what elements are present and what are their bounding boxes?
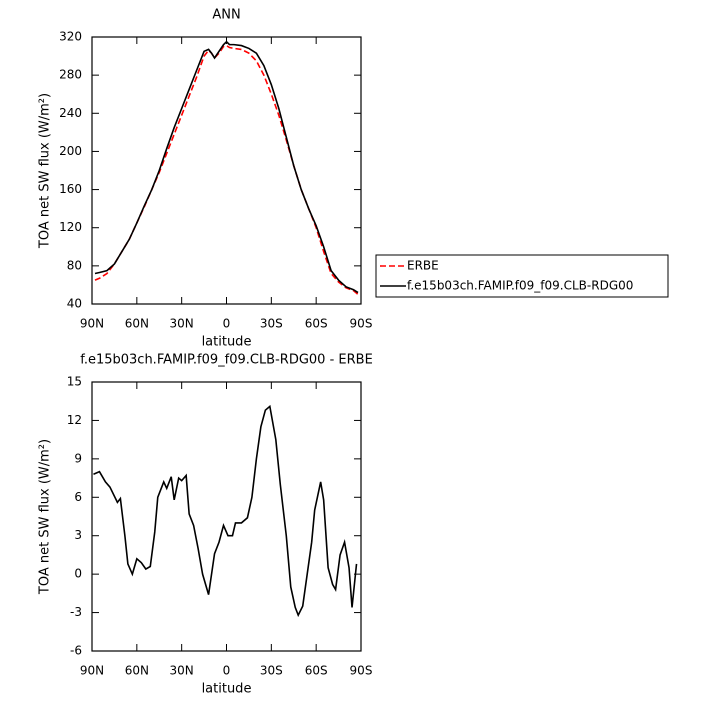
y-tick-label: -6 [70, 644, 82, 658]
legend-label: f.e15b03ch.FAMIP.f09_f09.CLB-RDG00 [407, 279, 633, 293]
x-tick-label: 60S [305, 317, 328, 331]
data-line [93, 404, 358, 618]
y-tick-label: 9 [74, 451, 82, 465]
x-tick-label: 90N [80, 317, 104, 331]
x-tick-label: 30S [260, 664, 283, 678]
y-tick-label: -3 [70, 605, 82, 619]
x-axis-label: latitude [202, 682, 252, 697]
y-axis-label: TOA net SW flux (W/m²) [38, 93, 53, 249]
y-tick-label: 12 [67, 413, 82, 427]
plot-frame [91, 36, 362, 305]
chart-title: ANN [212, 8, 240, 23]
y-tick-label: 15 [67, 375, 82, 389]
x-tick-label: 30N [170, 664, 194, 678]
x-tick-label: 30N [170, 317, 194, 331]
y-tick-label: 320 [59, 30, 82, 44]
y-tick-label: 240 [59, 106, 82, 120]
legend-box [375, 254, 669, 298]
y-tick-label: 80 [67, 258, 82, 272]
y-tick-label: 280 [59, 68, 82, 82]
x-tick-label: 90S [350, 664, 373, 678]
legend-label: ERBE [407, 259, 439, 273]
x-tick-label: 60N [125, 317, 149, 331]
y-tick-label: 120 [59, 220, 82, 234]
x-tick-label: 90N [80, 664, 104, 678]
y-tick-label: 3 [74, 528, 82, 542]
y-tick-label: 6 [74, 490, 82, 504]
chart-title: f.e15b03ch.FAMIP.f09_f09.CLB-RDG00 - ERB… [80, 353, 373, 368]
x-tick-label: 0 [223, 664, 231, 678]
y-tick-label: 40 [67, 297, 82, 311]
x-axis-label: latitude [202, 335, 252, 350]
y-tick-label: 0 [74, 567, 82, 581]
x-tick-label: 60N [125, 664, 149, 678]
plot-frame [91, 381, 362, 652]
x-tick-label: 30S [260, 317, 283, 331]
y-axis-label: TOA net SW flux (W/m²) [38, 439, 53, 595]
y-tick-label: 200 [59, 144, 82, 158]
x-tick-label: 90S [350, 317, 373, 331]
y-tick-label: 160 [59, 182, 82, 196]
data-line [94, 44, 359, 296]
x-tick-label: 60S [305, 664, 328, 678]
x-tick-label: 0 [223, 317, 231, 331]
data-line [94, 40, 359, 294]
